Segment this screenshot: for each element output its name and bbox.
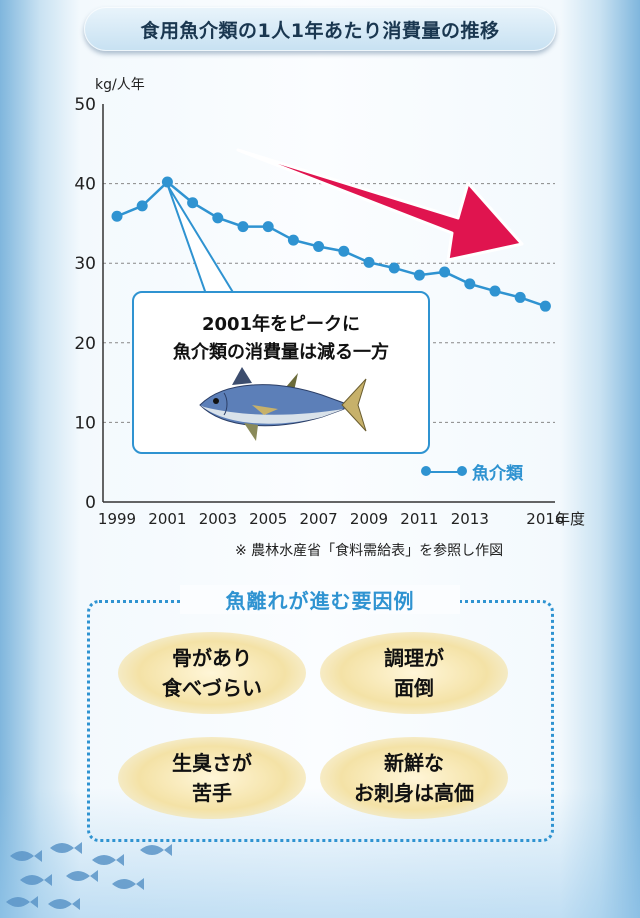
y-tick-label: 40 [74, 175, 96, 195]
x-tick-labels: 1999 2001 2003 2005 2007 2009 2011 2013 2016 [98, 510, 565, 528]
callout-line-1: 2001年をピークに [201, 314, 361, 335]
downtrend-arrow [236, 148, 524, 262]
data-point [212, 212, 224, 224]
data-point [413, 269, 425, 281]
data-point [313, 240, 325, 252]
x-tick-label: 2005 [249, 510, 287, 528]
reason-line: 新鮮な [384, 751, 444, 775]
chart-legend: 魚介類 [421, 459, 523, 484]
chart-axes [102, 104, 555, 503]
y-tick-labels: 0 10 20 30 40 50 [74, 95, 96, 513]
reason-line: 調理が [384, 646, 444, 670]
line-chart: 0 10 20 30 40 50 1999 2001 2003 2005 2007 2009 2011… [74, 95, 565, 528]
reason-price: 新鮮な お刺身は高価 [320, 737, 508, 819]
reasons-title: 魚離れが進む要因例 [180, 585, 460, 614]
x-tick-label: 2013 [451, 510, 489, 528]
y-tick-label: 30 [74, 254, 96, 274]
data-point [161, 176, 173, 188]
data-point [464, 278, 476, 290]
data-point [363, 256, 375, 268]
callout-pointer [167, 185, 236, 295]
x-tick-label: 1999 [98, 510, 136, 528]
x-tick-label: 2007 [300, 510, 338, 528]
data-point [136, 200, 148, 212]
data-point [489, 285, 501, 297]
data-point [514, 291, 526, 303]
y-tick-label: 10 [74, 413, 96, 433]
data-point [187, 197, 199, 209]
x-tick-label: 2001 [148, 510, 186, 528]
reason-line: 面倒 [394, 676, 434, 700]
reason-line: お刺身は高価 [354, 781, 474, 805]
background-bottom-wash [0, 788, 640, 918]
x-tick-label: 2003 [199, 510, 237, 528]
reason-line: 食べづらい [162, 676, 262, 700]
x-tick-label: 2011 [400, 510, 438, 528]
chart-title: 食用魚介類の1人1年あたり消費量の推移 [84, 7, 556, 51]
legend-line-marker [421, 465, 467, 476]
data-point [237, 221, 249, 233]
data-point [262, 221, 274, 233]
data-point [539, 300, 551, 312]
callout-box: 2001年をピークに 魚介類の消費量は減る一方 [132, 291, 430, 454]
y-tick-label: 20 [74, 334, 96, 354]
legend-label: 魚介類 [472, 464, 523, 484]
reason-line: 苦手 [192, 781, 232, 805]
reason-bones: 骨があり 食べづらい [118, 632, 306, 714]
y-tick-label: 0 [85, 493, 96, 513]
reason-line: 骨があり [172, 646, 252, 670]
reason-cooking: 調理が 面倒 [320, 632, 508, 714]
source-note: ※ 農林水産省「食料需給表」を参照し作図 [235, 543, 504, 559]
reason-line: 生臭さが [172, 751, 252, 775]
data-point [111, 210, 123, 222]
data-point [338, 245, 350, 257]
data-point [287, 234, 299, 246]
series-points [111, 176, 551, 312]
y-tick-label: 50 [74, 95, 96, 115]
callout-line-2: 魚介類の消費量は減る一方 [173, 342, 389, 363]
y-axis-unit: kg/人年 [95, 77, 145, 93]
data-point [439, 266, 451, 278]
x-axis-unit: 年度 [555, 510, 586, 528]
fish-school-decoration [6, 842, 172, 910]
reason-smell: 生臭さが 苦手 [118, 737, 306, 819]
data-point [388, 262, 400, 274]
x-tick-label: 2009 [350, 510, 388, 528]
tuna-fish-illustration [199, 367, 367, 441]
x-tick-label: 2016 [526, 510, 564, 528]
